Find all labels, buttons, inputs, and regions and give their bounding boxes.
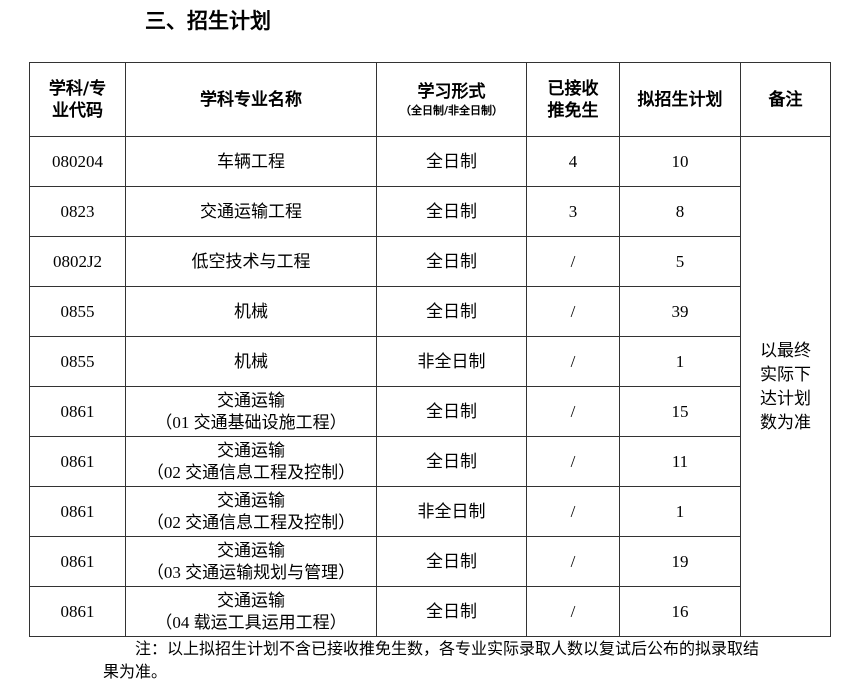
code-cell: 0855 xyxy=(29,336,126,387)
plan-cell: 16 xyxy=(619,586,741,637)
table-row: 0855 机械 全日制/39 xyxy=(29,286,831,337)
name-cell: 低空技术与工程 xyxy=(125,236,377,287)
plan-cell: 39 xyxy=(619,286,741,337)
exempt-cell: / xyxy=(526,386,620,437)
mode-cell: 全日制 xyxy=(376,536,527,587)
exempt-cell: 3 xyxy=(526,186,620,237)
exempt-cell: / xyxy=(526,336,620,387)
exempt-cell: / xyxy=(526,486,620,537)
name-cell: 交通运输 （01 交通基础设施工程） xyxy=(125,386,377,437)
mode-cell: 全日制 xyxy=(376,586,527,637)
exempt-cell: / xyxy=(526,536,620,587)
plan-cell: 1 xyxy=(619,486,741,537)
plan-cell: 5 xyxy=(619,236,741,287)
header-plan: 拟招生计划 xyxy=(619,62,741,137)
code-cell: 0823 xyxy=(29,186,126,237)
mode-cell: 全日制 xyxy=(376,386,527,437)
exempt-cell: / xyxy=(526,286,620,337)
remark-cell: 以最终实际下达计划数为准 xyxy=(740,136,831,637)
header-mode: 学习形式 （全日制/非全日制） xyxy=(376,62,527,137)
header-name: 学科专业名称 xyxy=(125,62,377,137)
footnote: 注：以上拟招生计划不含已接收推免生数，各专业实际录取人数以复试后公布的拟录取结果… xyxy=(103,639,760,681)
table-row: 0861 交通运输 （04 载运工具运用工程） 全日制/16 xyxy=(29,586,831,637)
table-header-row: 学科/专业代码 学科专业名称 学习形式 （全日制/非全日制） 已接收推免生 拟招生… xyxy=(29,62,831,137)
exempt-cell: / xyxy=(526,436,620,487)
header-code: 学科/专业代码 xyxy=(29,62,126,137)
table-row: 080204 车辆工程 全日制 4 10 以最终实际下达计划数为准 xyxy=(29,136,831,637)
table-row: 0823 交通运输工程 全日制 3 8 xyxy=(29,186,831,237)
plan-cell: 15 xyxy=(619,386,741,437)
name-cell: 机械 xyxy=(125,286,377,337)
name-cell: 交通运输 （02 交通信息工程及控制） xyxy=(125,486,377,537)
code-cell: 0861 xyxy=(29,536,126,587)
enrollment-plan-table: 学科/专业代码 学科专业名称 学习形式 （全日制/非全日制） 已接收推免生 拟招生… xyxy=(29,62,831,637)
section-title: 三、招生计划 xyxy=(145,9,271,33)
mode-cell: 非全日制 xyxy=(376,486,527,537)
name-cell: 交通运输工程 xyxy=(125,186,377,237)
code-cell: 0861 xyxy=(29,586,126,637)
name-cell: 车辆工程 xyxy=(125,136,377,187)
code-cell: 0802J2 xyxy=(29,236,126,287)
name-cell: 交通运输 （03 交通运输规划与管理） xyxy=(125,536,377,587)
exempt-cell: / xyxy=(526,236,620,287)
plan-cell: 19 xyxy=(619,536,741,587)
exempt-cell: 4 xyxy=(526,136,620,187)
table-row: 0861 交通运输 （03 交通运输规划与管理） 全日制/19 xyxy=(29,536,831,587)
mode-cell: 全日制 xyxy=(376,186,527,237)
code-cell: 080204 xyxy=(29,136,126,187)
table-row: 0855 机械 非全日制/1 xyxy=(29,336,831,387)
name-cell: 交通运输 （04 载运工具运用工程） xyxy=(125,586,377,637)
code-cell: 0861 xyxy=(29,486,126,537)
mode-cell: 全日制 xyxy=(376,436,527,487)
code-cell: 0861 xyxy=(29,386,126,437)
header-exempt: 已接收推免生 xyxy=(526,62,620,137)
plan-cell: 11 xyxy=(619,436,741,487)
plan-cell: 1 xyxy=(619,336,741,387)
table-row: 0802J2 低空技术与工程 全日制/5 xyxy=(29,236,831,287)
name-cell: 交通运输 （02 交通信息工程及控制） xyxy=(125,436,377,487)
plan-cell: 8 xyxy=(619,186,741,237)
plan-cell: 10 xyxy=(619,136,741,187)
code-cell: 0861 xyxy=(29,436,126,487)
mode-cell: 全日制 xyxy=(376,236,527,287)
table-row: 0861 交通运输 （02 交通信息工程及控制） 非全日制/1 xyxy=(29,486,831,537)
table-row: 0861 交通运输 （02 交通信息工程及控制） 全日制/11 xyxy=(29,436,831,487)
exempt-cell: / xyxy=(526,586,620,637)
table-row: 0861 交通运输 （01 交通基础设施工程） 全日制/15 xyxy=(29,386,831,437)
code-cell: 0855 xyxy=(29,286,126,337)
header-remark: 备注 xyxy=(740,62,831,137)
mode-cell: 非全日制 xyxy=(376,336,527,387)
mode-cell: 全日制 xyxy=(376,286,527,337)
name-cell: 机械 xyxy=(125,336,377,387)
mode-cell: 全日制 xyxy=(376,136,527,187)
